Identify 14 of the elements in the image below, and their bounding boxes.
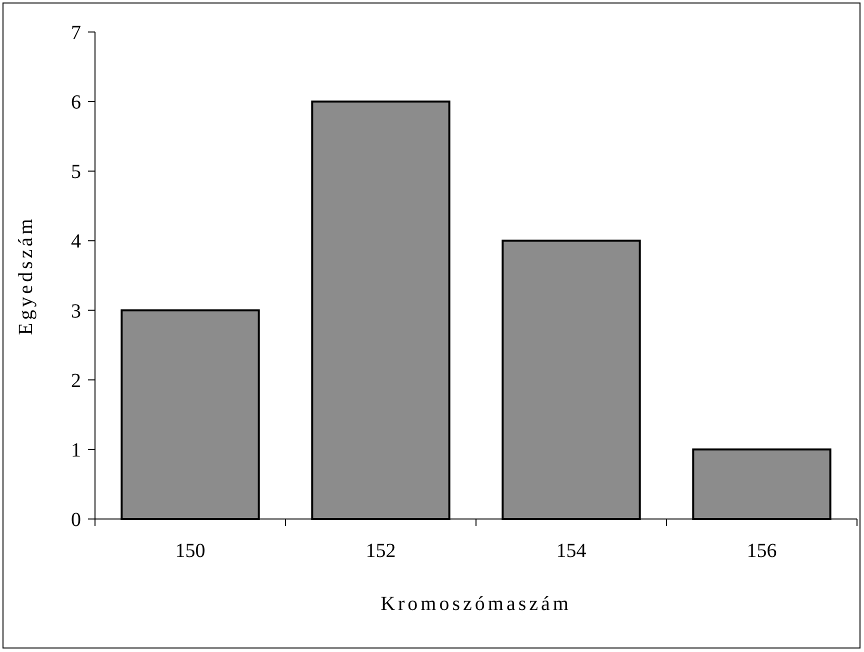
- x-axis-title: Kromoszómaszám: [380, 593, 572, 615]
- y-tick-label: 3: [71, 300, 81, 322]
- y-tick-label: 7: [71, 22, 81, 44]
- x-tick-label: 152: [366, 540, 396, 562]
- x-tick-label: 150: [175, 540, 206, 562]
- x-tick-label: 154: [556, 540, 586, 562]
- y-tick-label: 4: [71, 230, 81, 253]
- y-tick-label: 1: [71, 439, 81, 462]
- y-tick-label: 2: [71, 370, 81, 392]
- y-tick-label: 6: [71, 92, 81, 114]
- y-tick-label: 0: [71, 509, 81, 531]
- x-tick-label: 156: [746, 540, 777, 562]
- y-tick-label: 5: [71, 161, 81, 184]
- y-axis-title: Egyedszám: [15, 216, 37, 336]
